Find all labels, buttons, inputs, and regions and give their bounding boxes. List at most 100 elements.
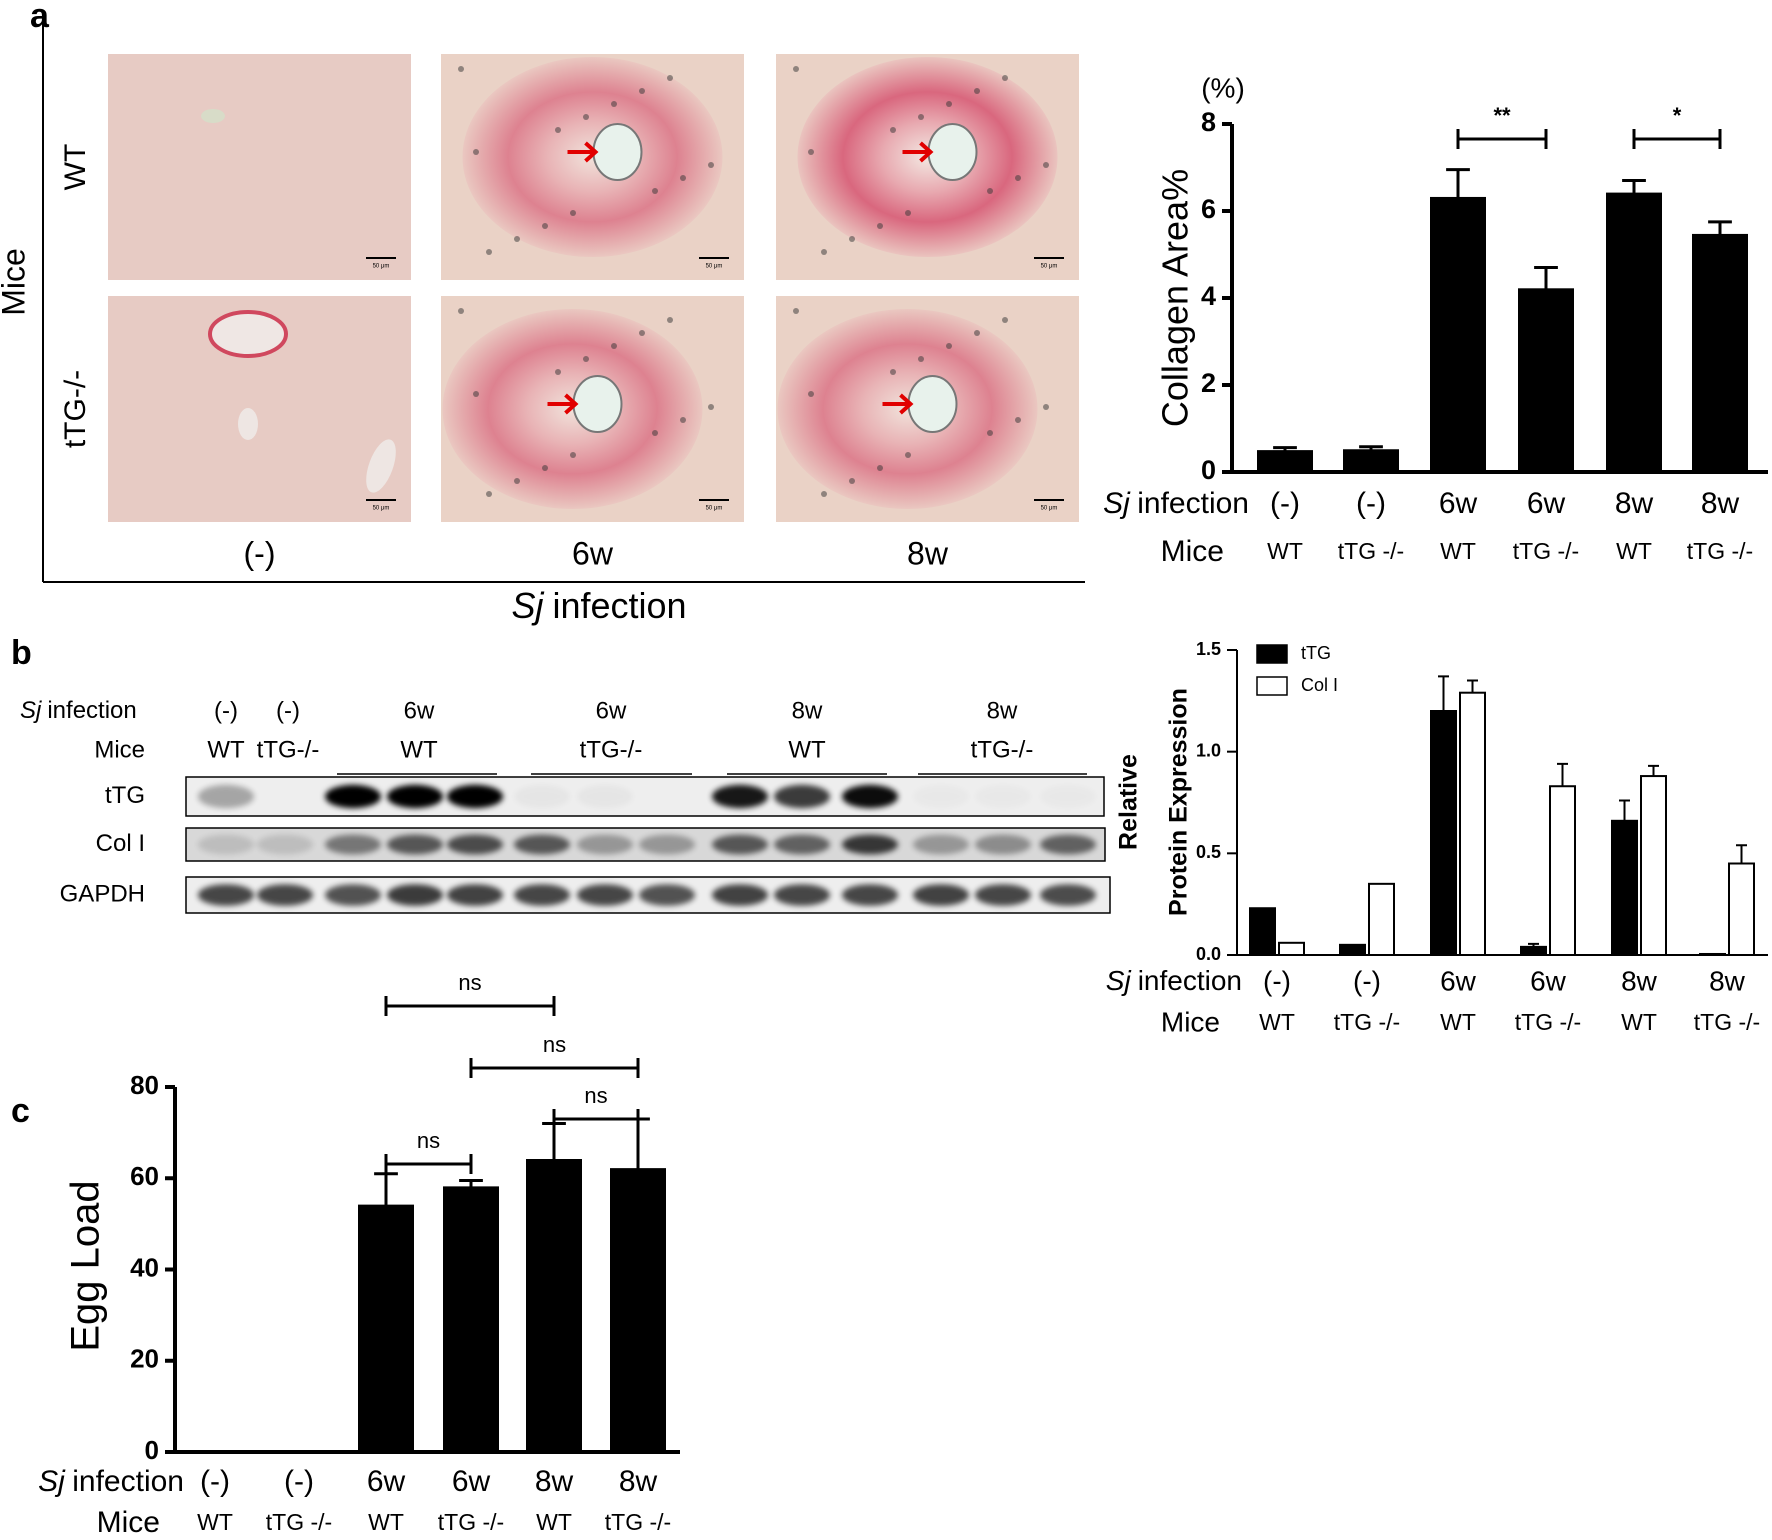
band xyxy=(774,784,830,809)
band xyxy=(712,884,768,906)
y-tick-label: 80 xyxy=(130,1070,159,1100)
band xyxy=(842,834,898,855)
vessel xyxy=(201,109,225,123)
band xyxy=(577,785,633,808)
band xyxy=(325,884,381,906)
significance-bracket xyxy=(552,1109,640,1129)
bar xyxy=(526,1159,582,1453)
x-row-title: Sj infection xyxy=(1103,487,1249,520)
bar xyxy=(1549,785,1576,956)
speck xyxy=(987,430,993,436)
vessel xyxy=(208,310,288,358)
band xyxy=(712,784,768,809)
panel-letter: c xyxy=(11,1092,30,1130)
speck xyxy=(473,149,479,155)
speck xyxy=(458,308,464,314)
y-unit: (%) xyxy=(1201,72,1245,103)
band xyxy=(514,884,570,906)
band xyxy=(774,834,830,855)
speck xyxy=(1043,404,1049,410)
speck xyxy=(542,465,548,471)
x-tick-label: 6w xyxy=(1439,487,1478,520)
x-tick-label: 6w xyxy=(452,1465,491,1498)
scale-bar-label: 50 μm xyxy=(373,506,390,512)
error-bar xyxy=(1534,266,1558,290)
bar xyxy=(1640,775,1667,956)
speck xyxy=(890,127,896,133)
column-label: 8w xyxy=(907,535,949,571)
band xyxy=(1040,834,1096,855)
bar xyxy=(443,1186,499,1453)
significance-bracket xyxy=(1632,129,1722,149)
x-tick-label-2: WT xyxy=(536,1509,572,1535)
x-tick-label-2: tTG -/- xyxy=(1334,1009,1400,1035)
scale-bar-label: 50 μm xyxy=(1041,506,1058,512)
bar xyxy=(1728,862,1755,956)
speck xyxy=(974,330,980,336)
speck xyxy=(583,114,589,120)
bar xyxy=(1520,945,1547,956)
speck xyxy=(821,249,827,255)
band xyxy=(514,834,570,855)
band xyxy=(387,784,443,809)
band xyxy=(975,834,1031,855)
significance-label: ns xyxy=(417,1128,440,1153)
lane-mice: tTG-/- xyxy=(580,736,643,763)
band xyxy=(514,785,570,808)
arrow xyxy=(882,393,914,415)
x-tick-label-2: tTG -/- xyxy=(1694,1009,1760,1035)
bar xyxy=(1257,450,1313,473)
x-tick-label: (-) xyxy=(200,1465,230,1498)
significance-label: ns xyxy=(543,1032,566,1057)
scale-bar-label: 50 μm xyxy=(706,506,723,512)
speck xyxy=(905,452,911,458)
band xyxy=(913,834,969,855)
band xyxy=(975,785,1031,808)
band xyxy=(639,834,695,855)
bar xyxy=(1699,952,1726,957)
panel-letter: a xyxy=(30,0,50,35)
column-label: 6w xyxy=(572,535,614,571)
lane-mice: WT xyxy=(207,736,245,763)
band xyxy=(1040,884,1096,906)
band xyxy=(913,785,969,808)
x-tick-label: 6w xyxy=(367,1465,406,1498)
speck xyxy=(570,452,576,458)
scale-bar-label: 50 μm xyxy=(373,264,390,270)
speck xyxy=(680,417,686,423)
y-tick-label: 4 xyxy=(1201,281,1216,311)
speck xyxy=(570,210,576,216)
lane-infection: 6w xyxy=(596,697,627,724)
band xyxy=(325,784,381,809)
speck xyxy=(808,149,814,155)
legend-label: Col I xyxy=(1301,675,1338,695)
significance-bracket xyxy=(1456,129,1548,149)
blot-label: GAPDH xyxy=(60,880,145,907)
title-text: infection xyxy=(1137,487,1249,520)
x-tick-label-2: WT xyxy=(1267,538,1303,564)
column-label: (-) xyxy=(244,535,276,571)
speck xyxy=(486,249,492,255)
band xyxy=(325,834,381,855)
x-tick-label-2: WT xyxy=(1440,538,1476,564)
speck xyxy=(849,236,855,242)
significance-label: ns xyxy=(458,970,481,995)
vessel xyxy=(238,408,258,440)
x-tick-label-2: tTG -/- xyxy=(605,1509,671,1535)
speck xyxy=(877,465,883,471)
error-bar xyxy=(1359,445,1383,451)
micrograph xyxy=(108,54,411,280)
row-title: Sj infection xyxy=(20,697,137,724)
egg xyxy=(927,123,978,181)
title-italic: Sj xyxy=(20,697,42,724)
x-tick-label: 8w xyxy=(535,1465,574,1498)
speck xyxy=(793,308,799,314)
x-tick-label: 8w xyxy=(1621,965,1658,996)
speck xyxy=(486,491,492,497)
x-row-title: Mice xyxy=(1161,535,1224,568)
bar xyxy=(1430,196,1486,473)
speck xyxy=(514,478,520,484)
x-tick-label-2: tTG -/- xyxy=(1338,538,1404,564)
y-tick-label: 1.0 xyxy=(1196,740,1221,760)
band xyxy=(842,784,898,809)
